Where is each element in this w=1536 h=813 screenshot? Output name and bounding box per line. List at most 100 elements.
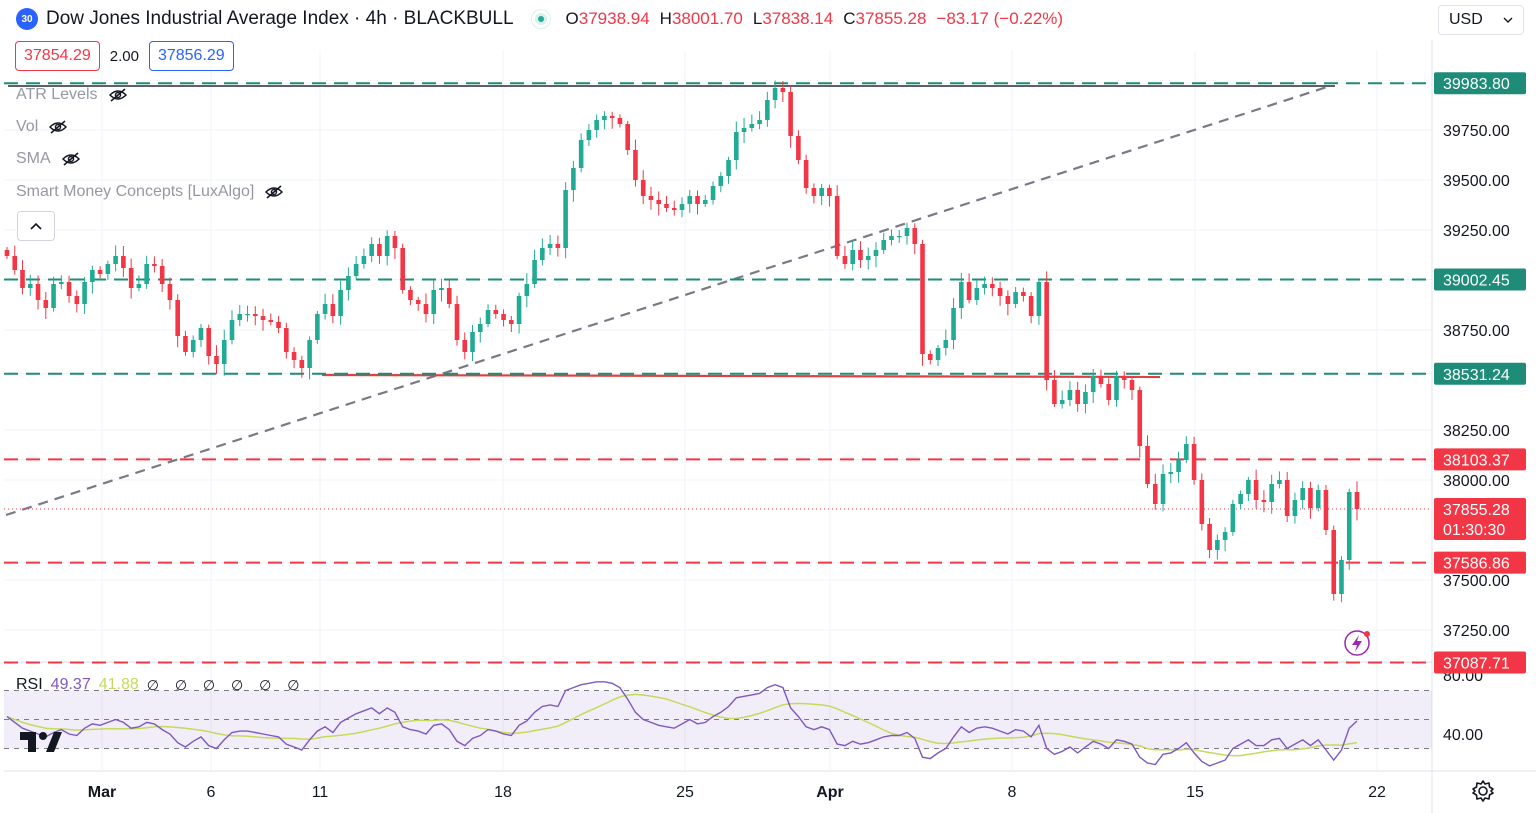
candle bbox=[1184, 436, 1189, 464]
candle bbox=[1083, 384, 1088, 414]
candle-body bbox=[509, 320, 514, 324]
buy-button[interactable]: 37856.29 bbox=[148, 41, 234, 71]
indicator-vol[interactable]: Vol bbox=[16, 118, 68, 136]
candle bbox=[136, 275, 142, 292]
candle bbox=[1308, 481, 1313, 519]
symbol-badge[interactable]: 30 bbox=[16, 8, 38, 30]
collapse-indicators-button[interactable] bbox=[17, 211, 55, 241]
candle bbox=[338, 280, 343, 325]
candle-body bbox=[819, 188, 824, 196]
candle-body bbox=[1261, 500, 1267, 502]
candle-body bbox=[734, 132, 739, 160]
candle bbox=[431, 280, 437, 324]
candle bbox=[1222, 527, 1228, 552]
spread-value: 2.00 bbox=[109, 47, 139, 65]
candle bbox=[159, 259, 165, 292]
candle bbox=[113, 245, 118, 272]
candle-body bbox=[990, 284, 995, 288]
candle-body bbox=[609, 116, 615, 118]
time-tick-label: 11 bbox=[312, 784, 329, 801]
alert-flash-icon[interactable] bbox=[1344, 630, 1370, 656]
time-tick-label: 22 bbox=[1368, 784, 1386, 801]
candle-body bbox=[229, 320, 235, 340]
candle bbox=[361, 248, 367, 269]
candle bbox=[640, 170, 646, 205]
candle-body bbox=[400, 248, 405, 290]
candle-body bbox=[648, 196, 654, 200]
candle-body bbox=[1222, 532, 1228, 540]
candle-body bbox=[90, 270, 95, 282]
candle bbox=[415, 296, 421, 311]
level-label: 37087.71 bbox=[1443, 655, 1510, 672]
candle bbox=[152, 256, 157, 273]
rsi-ma-value: 41.88 bbox=[98, 676, 139, 693]
open-value: 37938.94 bbox=[578, 9, 650, 28]
candle bbox=[400, 243, 405, 294]
candle bbox=[765, 91, 770, 127]
candle-body bbox=[951, 308, 956, 340]
candle-body bbox=[439, 288, 444, 290]
candle bbox=[1176, 451, 1181, 483]
candle-body bbox=[865, 256, 871, 260]
level-label-bg bbox=[1434, 651, 1526, 674]
candle-body bbox=[850, 250, 855, 264]
candle bbox=[695, 190, 700, 215]
candle bbox=[927, 350, 933, 365]
candle-body bbox=[578, 140, 584, 168]
candle-body bbox=[1238, 494, 1243, 504]
candle bbox=[796, 130, 801, 165]
candle-body bbox=[190, 340, 196, 352]
eye-hidden-icon[interactable] bbox=[264, 185, 284, 199]
candle bbox=[51, 276, 56, 312]
sell-button[interactable]: 37854.29 bbox=[15, 41, 100, 71]
candle-body bbox=[1106, 384, 1112, 400]
candle bbox=[578, 133, 584, 173]
tradingview-logo-icon[interactable] bbox=[20, 730, 62, 754]
candle bbox=[827, 184, 832, 207]
candle-body bbox=[299, 360, 305, 368]
candle bbox=[346, 267, 351, 301]
candle-body bbox=[594, 120, 599, 130]
candle bbox=[1106, 378, 1112, 406]
candle bbox=[183, 330, 188, 356]
market-status-icon[interactable] bbox=[531, 10, 550, 28]
rsi-legend[interactable]: RSI 49.37 41.88 ∅ ∅ ∅ ∅ ∅ ∅ bbox=[16, 676, 306, 693]
candle-body bbox=[113, 256, 118, 264]
indicator-atr-levels[interactable]: ATR Levels bbox=[16, 86, 128, 104]
candle bbox=[439, 278, 444, 302]
candle-body bbox=[555, 244, 561, 248]
currency-select[interactable]: USD bbox=[1438, 5, 1524, 35]
indicator-sma[interactable]: SMA bbox=[16, 150, 81, 168]
candle bbox=[1114, 370, 1119, 407]
candle-body bbox=[1253, 480, 1259, 500]
candle-body bbox=[330, 304, 336, 316]
candle-body bbox=[718, 176, 724, 186]
candle bbox=[252, 306, 258, 326]
candle-body bbox=[1137, 390, 1143, 446]
candle-body bbox=[1129, 380, 1135, 390]
candle bbox=[1284, 472, 1290, 522]
eye-hidden-icon[interactable] bbox=[61, 152, 81, 166]
candle-body bbox=[896, 236, 902, 238]
candle-body bbox=[811, 188, 817, 196]
eye-hidden-icon[interactable] bbox=[48, 120, 68, 134]
candle bbox=[571, 160, 576, 202]
candle bbox=[97, 266, 103, 279]
candle bbox=[935, 345, 941, 366]
candle bbox=[780, 81, 786, 102]
candle-body bbox=[97, 270, 103, 274]
symbol-title[interactable]: Dow Jones Industrial Average Index · 4h … bbox=[46, 8, 514, 29]
candle-body bbox=[423, 304, 429, 314]
candle-body bbox=[943, 340, 949, 348]
chevron-up-icon bbox=[30, 222, 42, 230]
eye-hidden-icon[interactable] bbox=[108, 88, 128, 102]
candle bbox=[1052, 370, 1057, 407]
settings-gear-icon[interactable] bbox=[1470, 778, 1496, 804]
candle bbox=[749, 114, 755, 132]
indicator-smart-money[interactable]: Smart Money Concepts [LuxAlgo] bbox=[16, 183, 284, 201]
candle bbox=[664, 196, 669, 212]
candle-body bbox=[827, 188, 832, 196]
level-label: 37586.86 bbox=[1443, 556, 1510, 573]
support-line bbox=[321, 373, 1161, 379]
